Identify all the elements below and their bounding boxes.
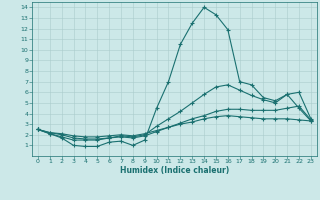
X-axis label: Humidex (Indice chaleur): Humidex (Indice chaleur) — [120, 166, 229, 175]
